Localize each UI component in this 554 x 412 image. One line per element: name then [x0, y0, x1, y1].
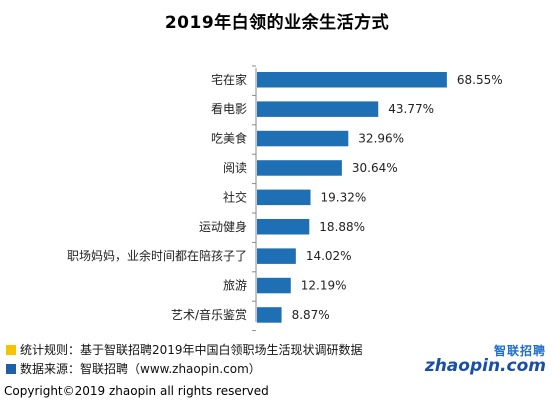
logo-chinese-text: 智联招聘: [493, 344, 546, 358]
bar: [257, 101, 379, 117]
statistics-rule-text: 统计规则：基于智联招聘2019年中国白领职场生活现状调研数据: [20, 343, 363, 357]
category-label: 运动健身: [199, 219, 247, 234]
category-label: 看电影: [211, 102, 247, 116]
value-label: 8.87%: [292, 308, 330, 322]
value-label: 18.88%: [319, 220, 365, 234]
category-label: 旅游: [223, 279, 247, 293]
value-label: 19.32%: [321, 190, 367, 204]
category-label: 职场妈妈，业余时间都在陪孩子了: [67, 248, 247, 263]
blue-square-icon: [6, 364, 16, 374]
value-label: 68.55%: [457, 73, 503, 87]
bar: [257, 189, 311, 206]
copyright-text: Copyright©2019 zhaopin all rights reserv…: [4, 384, 269, 398]
data-source-note: 数据来源：智联招聘（www.zhaopin.com）: [6, 360, 261, 377]
category-label: 阅读: [223, 161, 247, 175]
bar: [257, 72, 447, 88]
bar: [257, 130, 349, 147]
bar: [257, 219, 310, 235]
chart-title: 2019年白领的业余生活方式: [164, 13, 390, 33]
category-label: 社交: [223, 189, 247, 204]
bar: [257, 277, 291, 294]
zhaopin-logo: 智联招聘 zhaopin.com: [425, 342, 548, 382]
value-label: 32.96%: [358, 132, 404, 146]
value-label: 43.77%: [388, 102, 434, 116]
statistics-rule-note: 统计规则：基于智联招聘2019年中国白领职场生活现状调研数据: [6, 341, 363, 358]
yellow-square-icon: [6, 345, 16, 355]
logo-english-text: zhaopin.com: [424, 356, 546, 376]
bar: [257, 248, 296, 264]
bar-chart: 宅在家 68.55% 看电影 43.77% 吃美食 32.96% 阅读 30.64% 社交 19.…: [67, 65, 503, 332]
category-label: 宅在家: [211, 72, 247, 87]
value-label: 12.19%: [301, 279, 347, 293]
data-source-text: 数据来源：智联招聘（www.zhaopin.com）: [20, 362, 261, 376]
category-label: 艺术/音乐鉴赏: [171, 307, 247, 322]
value-label: 14.02%: [306, 249, 352, 263]
bar: [257, 307, 282, 323]
bar: [257, 160, 342, 176]
category-label: 吃美食: [211, 131, 247, 146]
value-label: 30.64%: [352, 161, 398, 175]
